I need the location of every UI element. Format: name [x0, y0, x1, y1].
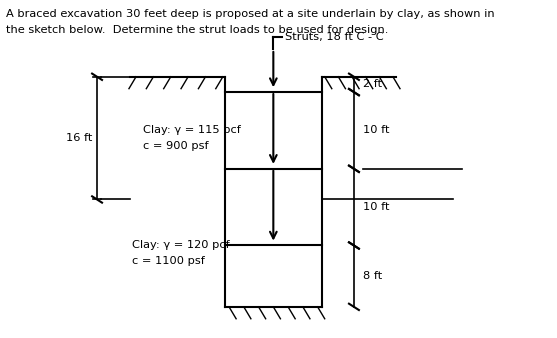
Text: Struts, 18 ft C - C: Struts, 18 ft C - C — [285, 32, 383, 42]
Text: 10 ft: 10 ft — [363, 202, 389, 212]
Text: Clay: γ = 115 pcf: Clay: γ = 115 pcf — [143, 125, 241, 135]
Text: the sketch below.  Determine the strut loads to be used for design.: the sketch below. Determine the strut lo… — [6, 25, 388, 35]
Text: Clay: γ = 120 pcf: Clay: γ = 120 pcf — [133, 240, 230, 250]
Text: 2 ft: 2 ft — [363, 79, 382, 90]
Text: c = 1100 psf: c = 1100 psf — [133, 256, 206, 266]
Text: 10 ft: 10 ft — [363, 125, 389, 136]
Text: c = 900 psf: c = 900 psf — [143, 141, 209, 151]
Text: 16 ft: 16 ft — [66, 133, 92, 143]
Text: 8 ft: 8 ft — [363, 271, 382, 281]
Text: A braced excavation 30 feet deep is proposed at a site underlain by clay, as sho: A braced excavation 30 feet deep is prop… — [6, 9, 495, 19]
